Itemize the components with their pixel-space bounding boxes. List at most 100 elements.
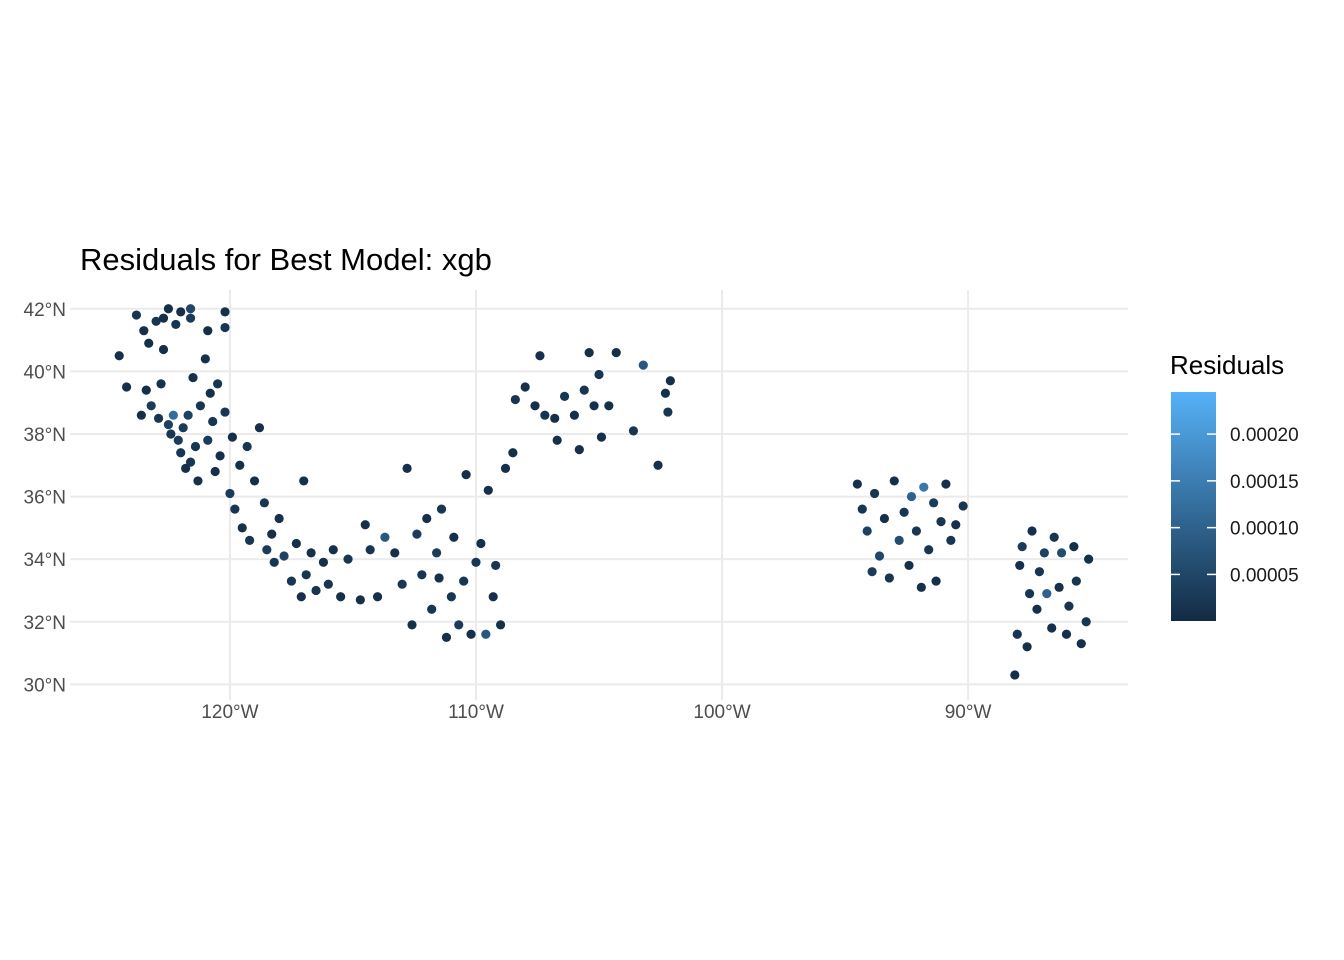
residual-point	[958, 501, 968, 511]
residual-point	[884, 573, 894, 583]
y-tick-label: 38°N	[24, 425, 66, 446]
residual-point	[178, 423, 188, 433]
residual-point	[245, 535, 255, 545]
y-tick-label: 40°N	[24, 362, 66, 383]
residual-point	[200, 354, 210, 364]
residual-point	[510, 394, 520, 405]
residual-point	[663, 407, 673, 417]
residual-point	[540, 410, 550, 420]
residual-point	[390, 548, 400, 558]
residual-point	[183, 410, 193, 420]
y-tick-label: 30°N	[24, 675, 66, 696]
residual-point	[476, 538, 486, 549]
legend-tick-label: 0.00020	[1230, 425, 1299, 446]
x-tick-label: 90°W	[945, 702, 992, 723]
x-tick-label: 100°W	[693, 702, 750, 723]
residual-point	[862, 526, 872, 536]
residual-point	[946, 535, 956, 545]
residual-point	[951, 520, 961, 530]
residual-point	[481, 629, 491, 639]
residual-point	[158, 344, 169, 355]
residual-point	[852, 479, 862, 489]
residual-point	[343, 554, 353, 564]
axis-labels: 120°W 110°W 100°W 90°W 30°N 32°N 34°N 36°N 38°N 4…	[24, 300, 992, 723]
residual-point	[220, 307, 230, 317]
residual-point	[427, 604, 437, 614]
residual-point	[483, 485, 493, 495]
residual-point	[163, 419, 174, 430]
residual-point	[906, 491, 917, 502]
residual-point	[1024, 588, 1035, 599]
residual-point	[446, 592, 456, 602]
residual-point	[235, 460, 245, 470]
residual-point	[434, 573, 444, 583]
residual-point	[904, 560, 914, 571]
residual-point	[176, 307, 186, 317]
residual-point	[318, 557, 329, 567]
residual-point	[1047, 623, 1057, 633]
residual-point	[466, 629, 476, 639]
residual-point	[158, 313, 169, 323]
residual-point	[153, 413, 164, 423]
residual-point	[471, 557, 481, 567]
residual-point	[520, 382, 530, 392]
residual-point	[195, 401, 206, 411]
residual-point	[879, 513, 890, 524]
residual-point	[365, 545, 375, 555]
residual-point	[500, 463, 511, 473]
residual-point	[929, 498, 939, 508]
residual-point	[508, 448, 518, 458]
residual-point	[286, 576, 297, 586]
residual-point	[1017, 542, 1027, 552]
legend-colorbar	[1171, 392, 1216, 621]
residual-point	[488, 592, 498, 602]
residual-point	[380, 532, 390, 542]
x-tick-label: 110°W	[448, 702, 504, 723]
residual-point	[185, 304, 196, 314]
residual-point	[185, 457, 196, 467]
residual-point	[407, 620, 417, 630]
residual-point	[584, 347, 594, 358]
residual-point	[215, 451, 225, 461]
residual-point	[579, 385, 589, 395]
residual-point	[151, 316, 161, 326]
residual-point	[171, 319, 181, 330]
residual-point	[1012, 629, 1022, 639]
y-tick-label: 34°N	[24, 550, 66, 571]
residual-point	[530, 401, 540, 411]
residual-point	[867, 567, 877, 577]
residual-point	[190, 441, 201, 452]
residual-point	[432, 548, 442, 558]
residual-point	[936, 517, 946, 527]
residual-point	[355, 595, 365, 605]
residual-point	[166, 429, 176, 439]
residual-point	[402, 463, 412, 473]
residual-point	[193, 476, 203, 486]
residual-point	[227, 432, 237, 442]
residual-point	[1064, 601, 1074, 611]
residual-point	[889, 476, 899, 486]
residual-point	[628, 426, 639, 436]
residual-point	[237, 523, 247, 533]
residual-point	[1049, 532, 1059, 542]
residual-point	[279, 551, 289, 561]
residual-point	[144, 338, 154, 348]
residual-point	[188, 373, 198, 383]
legend-title: Residuals	[1170, 350, 1284, 380]
residual-point	[665, 376, 675, 386]
residual-point	[461, 470, 471, 480]
residual-point	[299, 476, 309, 486]
residual-point	[242, 441, 252, 452]
residual-point	[660, 388, 671, 398]
residual-point	[249, 476, 260, 486]
residual-point	[552, 435, 562, 445]
residual-point	[254, 423, 265, 433]
residual-point	[203, 326, 213, 336]
residual-point	[1076, 639, 1086, 649]
residual-point	[1010, 670, 1020, 680]
residual-point	[911, 526, 922, 536]
residual-point	[459, 576, 469, 586]
residual-point	[454, 620, 464, 630]
residual-point	[176, 448, 186, 458]
